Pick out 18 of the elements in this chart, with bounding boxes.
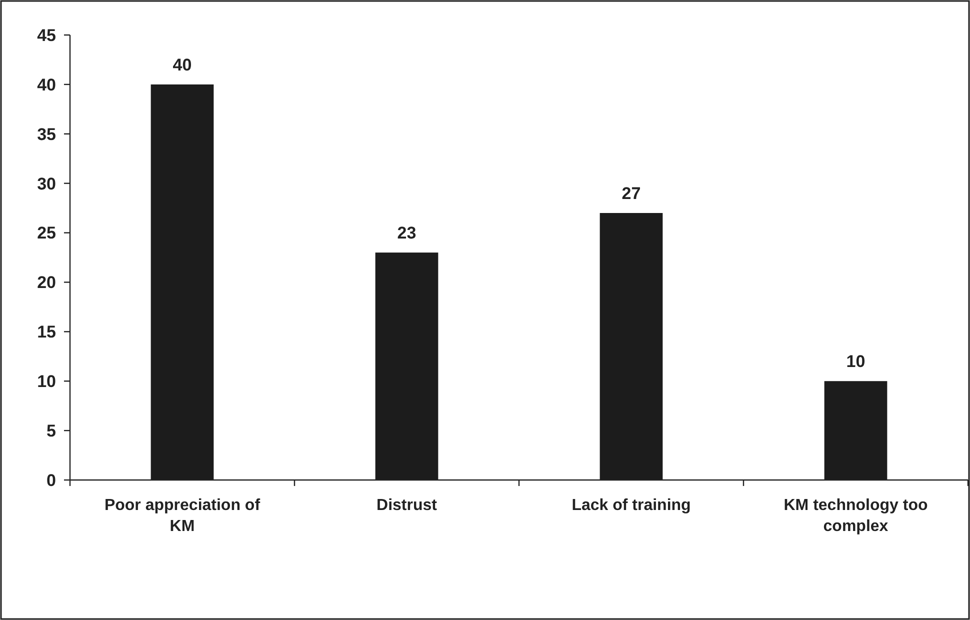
data-label: 27 [622, 184, 641, 203]
data-label: 40 [172, 55, 192, 74]
y-tick-label: 10 [37, 372, 56, 392]
data-label: 10 [846, 352, 866, 372]
y-tick-label: 40 [37, 75, 56, 94]
data-label: 23 [397, 224, 416, 243]
y-tick-label: 35 [37, 124, 56, 144]
x-tick-label: Poor appreciation of KM [104, 497, 261, 535]
y-tick-label: 20 [37, 273, 56, 292]
y-tick-label: 5 [46, 422, 56, 441]
y-tick-label: 25 [37, 224, 56, 243]
x-tick-label: Distrust [376, 497, 438, 514]
y-tick-label: 15 [37, 322, 56, 342]
y-tick-label: 30 [37, 174, 56, 194]
y-tick-label: 0 [46, 470, 56, 490]
x-tick-label: KM technology too complex [784, 497, 928, 535]
x-tick-label: Lack of training [572, 497, 691, 514]
y-tick-label: 45 [37, 26, 56, 45]
